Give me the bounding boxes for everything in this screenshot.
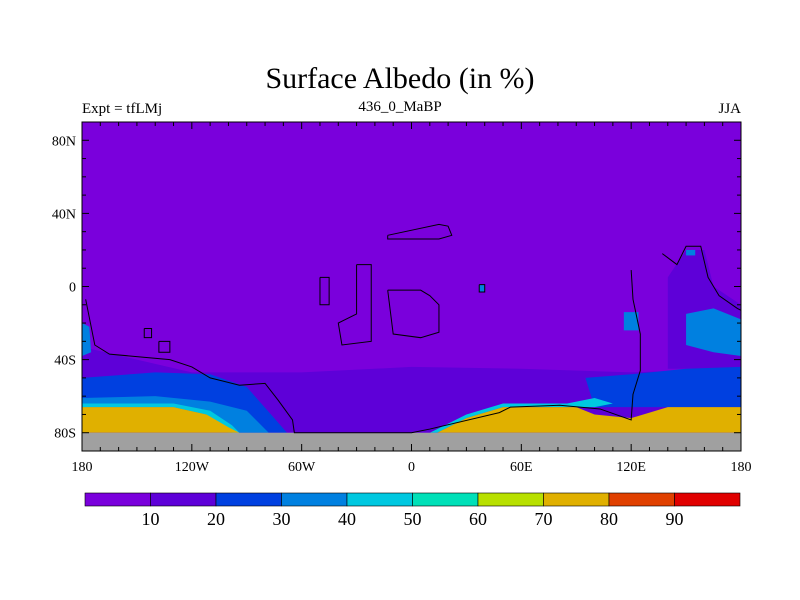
colorbar-label: 90 [666,509,684,529]
x-tick-label: 120W [175,460,210,475]
colorbar-label: 80 [600,509,618,529]
albedo-region-7 [623,312,639,331]
coastline-layer [85,223,741,434]
axis-ticks: 180 120W 60W 0 60E 120E 180 80N 40N 0 40S 80S [52,122,752,475]
colorbar: 10 20 30 40 50 60 70 80 90 [84,492,741,529]
albedo-region-10 [82,403,240,433]
coastline-0 [85,270,641,434]
colorbar-swatch-2 [215,492,282,507]
field-layer [82,122,741,451]
coastline-4 [387,289,440,339]
colorbar-label: 40 [338,509,356,529]
colorbar-label: 20 [207,509,225,529]
x-tick-label: 180 [72,460,93,475]
colorbar-label: 70 [535,509,553,529]
coastline-5 [387,223,453,240]
colorbar-label: 30 [273,509,291,529]
y-tick-label: 0 [69,281,76,296]
season-label: JJA [718,101,741,117]
colorbar-label: 60 [469,509,487,529]
colorbar-swatch-8 [608,492,675,507]
colorbar-swatch-5 [412,492,479,507]
albedo-region-3 [585,366,741,408]
colorbar-swatch-6 [477,492,544,507]
albedo-region-13 [437,407,741,433]
y-tick-label: 80N [52,134,76,149]
y-tick-label: 40N [52,207,76,222]
experiment-label: Expt = tfLMj [82,101,163,117]
albedo-region-8 [686,249,696,256]
coastline-3 [337,264,372,346]
missing-data-band [82,432,741,451]
x-tick-label: 60E [510,460,533,475]
colorbar-swatch-7 [543,492,610,507]
colorbar-swatch-3 [281,492,348,507]
x-tick-label: 180 [731,460,752,475]
colorbar-label: 10 [142,509,160,529]
albedo-region-12 [82,407,240,433]
coastline-7 [158,340,171,353]
x-tick-label: 0 [408,460,415,475]
colorbar-swatch-0 [84,492,151,507]
y-tick-label: 40S [54,354,76,369]
albedo-region-5 [686,308,741,356]
coastline-8 [478,284,486,293]
albedo-region-9 [479,284,485,292]
x-tick-label: 60W [288,460,316,475]
x-tick-label: 120E [616,460,646,475]
y-tick-label: 80S [54,427,76,442]
albedo-region-6 [82,323,92,356]
chart-title: Surface Albedo (in %) [265,62,535,95]
colorbar-swatch-4 [346,492,413,507]
colorbar-swatch-9 [674,492,741,507]
chart-subtitle: 436_0_MaBP [358,99,442,115]
coastline-1 [661,245,741,311]
colorbar-swatch-1 [150,492,217,507]
coastline-6 [143,328,153,339]
coastline-2 [319,276,330,306]
albedo-region-11 [429,397,613,433]
colorbar-label: 50 [404,509,422,529]
